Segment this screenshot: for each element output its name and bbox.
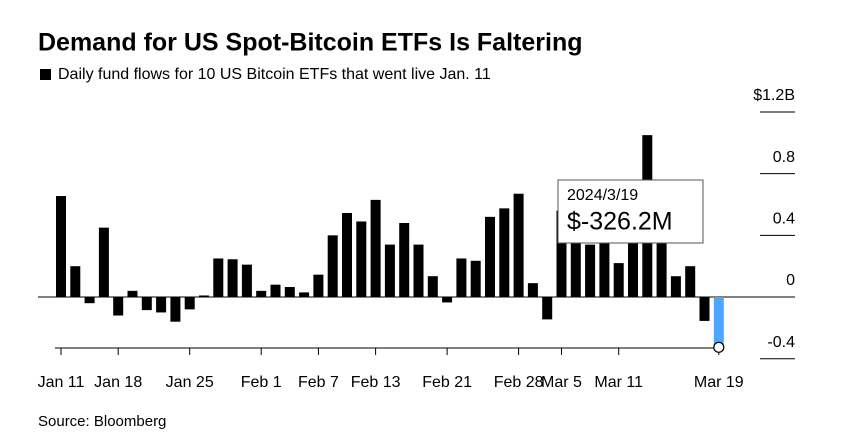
bar [527,283,538,298]
tooltip-value: $-326.2M [567,208,673,236]
bar [613,263,624,298]
x-tick-label: Feb 28 [494,374,544,391]
x-tick-label: Jan 11 [38,374,85,391]
bar [184,297,195,310]
bar [670,276,681,298]
tooltip-title: 2024/3/19 [567,187,638,204]
bar [628,219,638,298]
bar [713,297,724,348]
x-tick-label: Mar 19 [694,374,744,391]
bar [113,297,124,316]
bar [227,259,238,298]
legend-swatch [40,69,51,80]
x-tick-label: Feb 1 [241,374,282,391]
bar [284,287,295,298]
y-tick-label: 0.8 [773,149,795,166]
bar [442,297,453,303]
bar [256,290,267,298]
bar [356,221,367,298]
x-tick-label: Jan 25 [166,374,214,391]
bar [542,297,553,320]
bar [270,284,281,298]
x-tick-label: Feb 13 [351,374,401,391]
bar [84,297,95,304]
bar [170,297,181,322]
bar [56,196,66,298]
y-tick-label: -0.4 [767,334,795,351]
bar [399,223,410,298]
bar [585,244,596,298]
y-tick-label: $1.2B [753,87,795,104]
bar [570,192,581,298]
x-tick-label: Feb 21 [422,374,472,391]
bar [342,212,352,298]
tooltip-box [557,179,704,244]
bar [384,244,395,298]
bar [98,227,109,298]
bar [599,229,610,298]
bar [685,266,696,298]
bar [327,235,338,298]
bar [199,295,209,298]
bar [699,297,710,321]
bar [556,210,567,298]
legend-label: Daily fund flows for 10 US Bitcoin ETFs … [58,66,491,83]
bar [141,297,152,311]
y-tick-label: 0.4 [773,211,795,228]
x-tick-label: Mar 5 [541,374,582,391]
bar [427,276,438,298]
y-tick-label: 0 [786,272,795,289]
bar [213,258,224,298]
bar [313,274,324,298]
bar [127,290,138,298]
chart-title: Demand for US Spot-Bitcoin ETFs Is Falte… [38,29,582,57]
source: Source: Bloomberg [38,413,166,430]
bar [370,199,381,298]
bar [413,244,424,298]
x-tick-label: Jan 18 [94,374,142,391]
bar [156,297,167,313]
bar [470,260,481,298]
bar [499,208,510,298]
bar [656,227,667,298]
bar [485,216,495,298]
bar [299,292,310,298]
bar [456,258,467,298]
x-tick-label: Mar 11 [594,374,643,391]
bar [70,266,81,298]
bar [513,193,524,298]
hover-marker [713,341,725,353]
bar [241,264,252,298]
x-tick-label: Feb 7 [298,374,339,391]
